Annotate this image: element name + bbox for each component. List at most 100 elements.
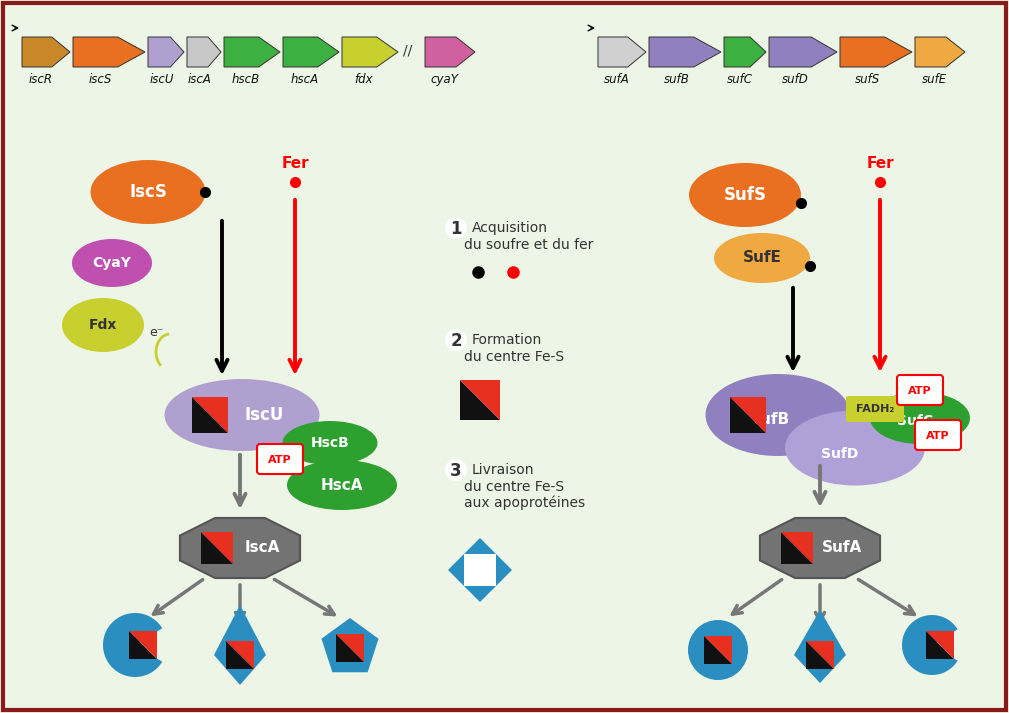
Polygon shape [926,631,954,659]
Text: e⁻: e⁻ [148,326,163,339]
Text: FADH₂: FADH₂ [856,404,894,414]
Text: sufA: sufA [603,73,630,86]
Text: 2: 2 [450,332,462,350]
Polygon shape [148,37,184,67]
Polygon shape [129,631,157,659]
FancyBboxPatch shape [897,375,943,405]
Polygon shape [460,380,500,420]
Text: SufB: SufB [750,413,790,428]
Polygon shape [283,37,339,67]
Text: iscS: iscS [89,73,112,86]
Text: HscB: HscB [311,436,349,450]
Text: SufD: SufD [821,447,859,461]
Polygon shape [730,397,766,433]
Text: hscB: hscB [231,73,259,86]
Polygon shape [226,641,254,669]
Polygon shape [704,636,732,664]
Text: Fdx: Fdx [89,318,117,332]
Text: Fer: Fer [866,155,894,170]
Polygon shape [22,37,70,67]
Text: Livraison: Livraison [472,463,535,477]
Polygon shape [425,37,475,67]
Polygon shape [224,37,281,67]
Text: iscU: iscU [149,73,174,86]
Text: 1: 1 [450,220,462,238]
Text: ATP: ATP [268,455,292,465]
Text: sufD: sufD [781,73,808,86]
Text: ATP: ATP [926,431,949,441]
Text: sufB: sufB [664,73,689,86]
Text: aux apoprotéines: aux apoprotéines [464,496,585,511]
Text: sufE: sufE [921,73,946,86]
Text: IscS: IscS [129,183,166,201]
Text: SufA: SufA [822,540,862,555]
Text: ATP: ATP [908,386,932,396]
Text: du centre Fe-S: du centre Fe-S [464,480,564,494]
Polygon shape [598,37,646,67]
Ellipse shape [689,163,801,227]
Text: du soufre et du fer: du soufre et du fer [464,238,593,252]
Circle shape [445,459,467,481]
Polygon shape [840,37,912,67]
Text: IscA: IscA [244,540,279,555]
Polygon shape [322,618,378,672]
Ellipse shape [62,298,144,352]
Ellipse shape [91,160,206,224]
Text: hscA: hscA [291,73,319,86]
Text: du centre Fe-S: du centre Fe-S [464,350,564,364]
Polygon shape [448,538,512,602]
Ellipse shape [287,460,397,510]
Text: cyaY: cyaY [430,73,458,86]
Polygon shape [781,532,813,564]
Ellipse shape [283,421,377,465]
Polygon shape [226,641,254,669]
Text: iscR: iscR [28,73,52,86]
Polygon shape [73,37,145,67]
FancyBboxPatch shape [915,420,961,450]
Text: IscU: IscU [244,406,284,424]
Polygon shape [214,605,266,685]
Text: sufC: sufC [726,73,753,86]
Polygon shape [794,610,846,683]
Text: SufE: SufE [743,250,781,265]
Text: iscA: iscA [188,73,212,86]
Text: sufS: sufS [855,73,880,86]
Polygon shape [192,397,228,433]
Polygon shape [704,636,732,664]
Polygon shape [781,532,813,564]
Polygon shape [806,641,834,669]
Polygon shape [730,397,766,433]
Text: Acquisition: Acquisition [472,221,548,235]
FancyBboxPatch shape [846,396,904,422]
Polygon shape [460,380,500,420]
Polygon shape [902,615,958,675]
Text: Fer: Fer [282,155,309,170]
Ellipse shape [785,411,925,486]
Text: fdx: fdx [354,73,372,86]
Polygon shape [180,518,300,578]
Ellipse shape [72,239,152,287]
Polygon shape [192,397,228,433]
Polygon shape [926,631,954,659]
Ellipse shape [164,379,320,451]
Polygon shape [769,37,837,67]
Text: CyaY: CyaY [93,256,131,270]
Ellipse shape [714,233,810,283]
Circle shape [688,620,748,680]
Polygon shape [760,518,880,578]
Polygon shape [915,37,965,67]
Circle shape [445,329,467,351]
Polygon shape [724,37,766,67]
Polygon shape [103,613,162,677]
Polygon shape [187,37,221,67]
Text: //: // [403,43,413,57]
Text: SufS: SufS [723,186,767,204]
Text: HscA: HscA [321,478,363,493]
Polygon shape [649,37,721,67]
Ellipse shape [870,392,970,444]
Text: SufC: SufC [897,414,933,428]
Text: 3: 3 [450,462,462,480]
Polygon shape [336,634,364,662]
Polygon shape [201,532,233,564]
Circle shape [445,217,467,239]
